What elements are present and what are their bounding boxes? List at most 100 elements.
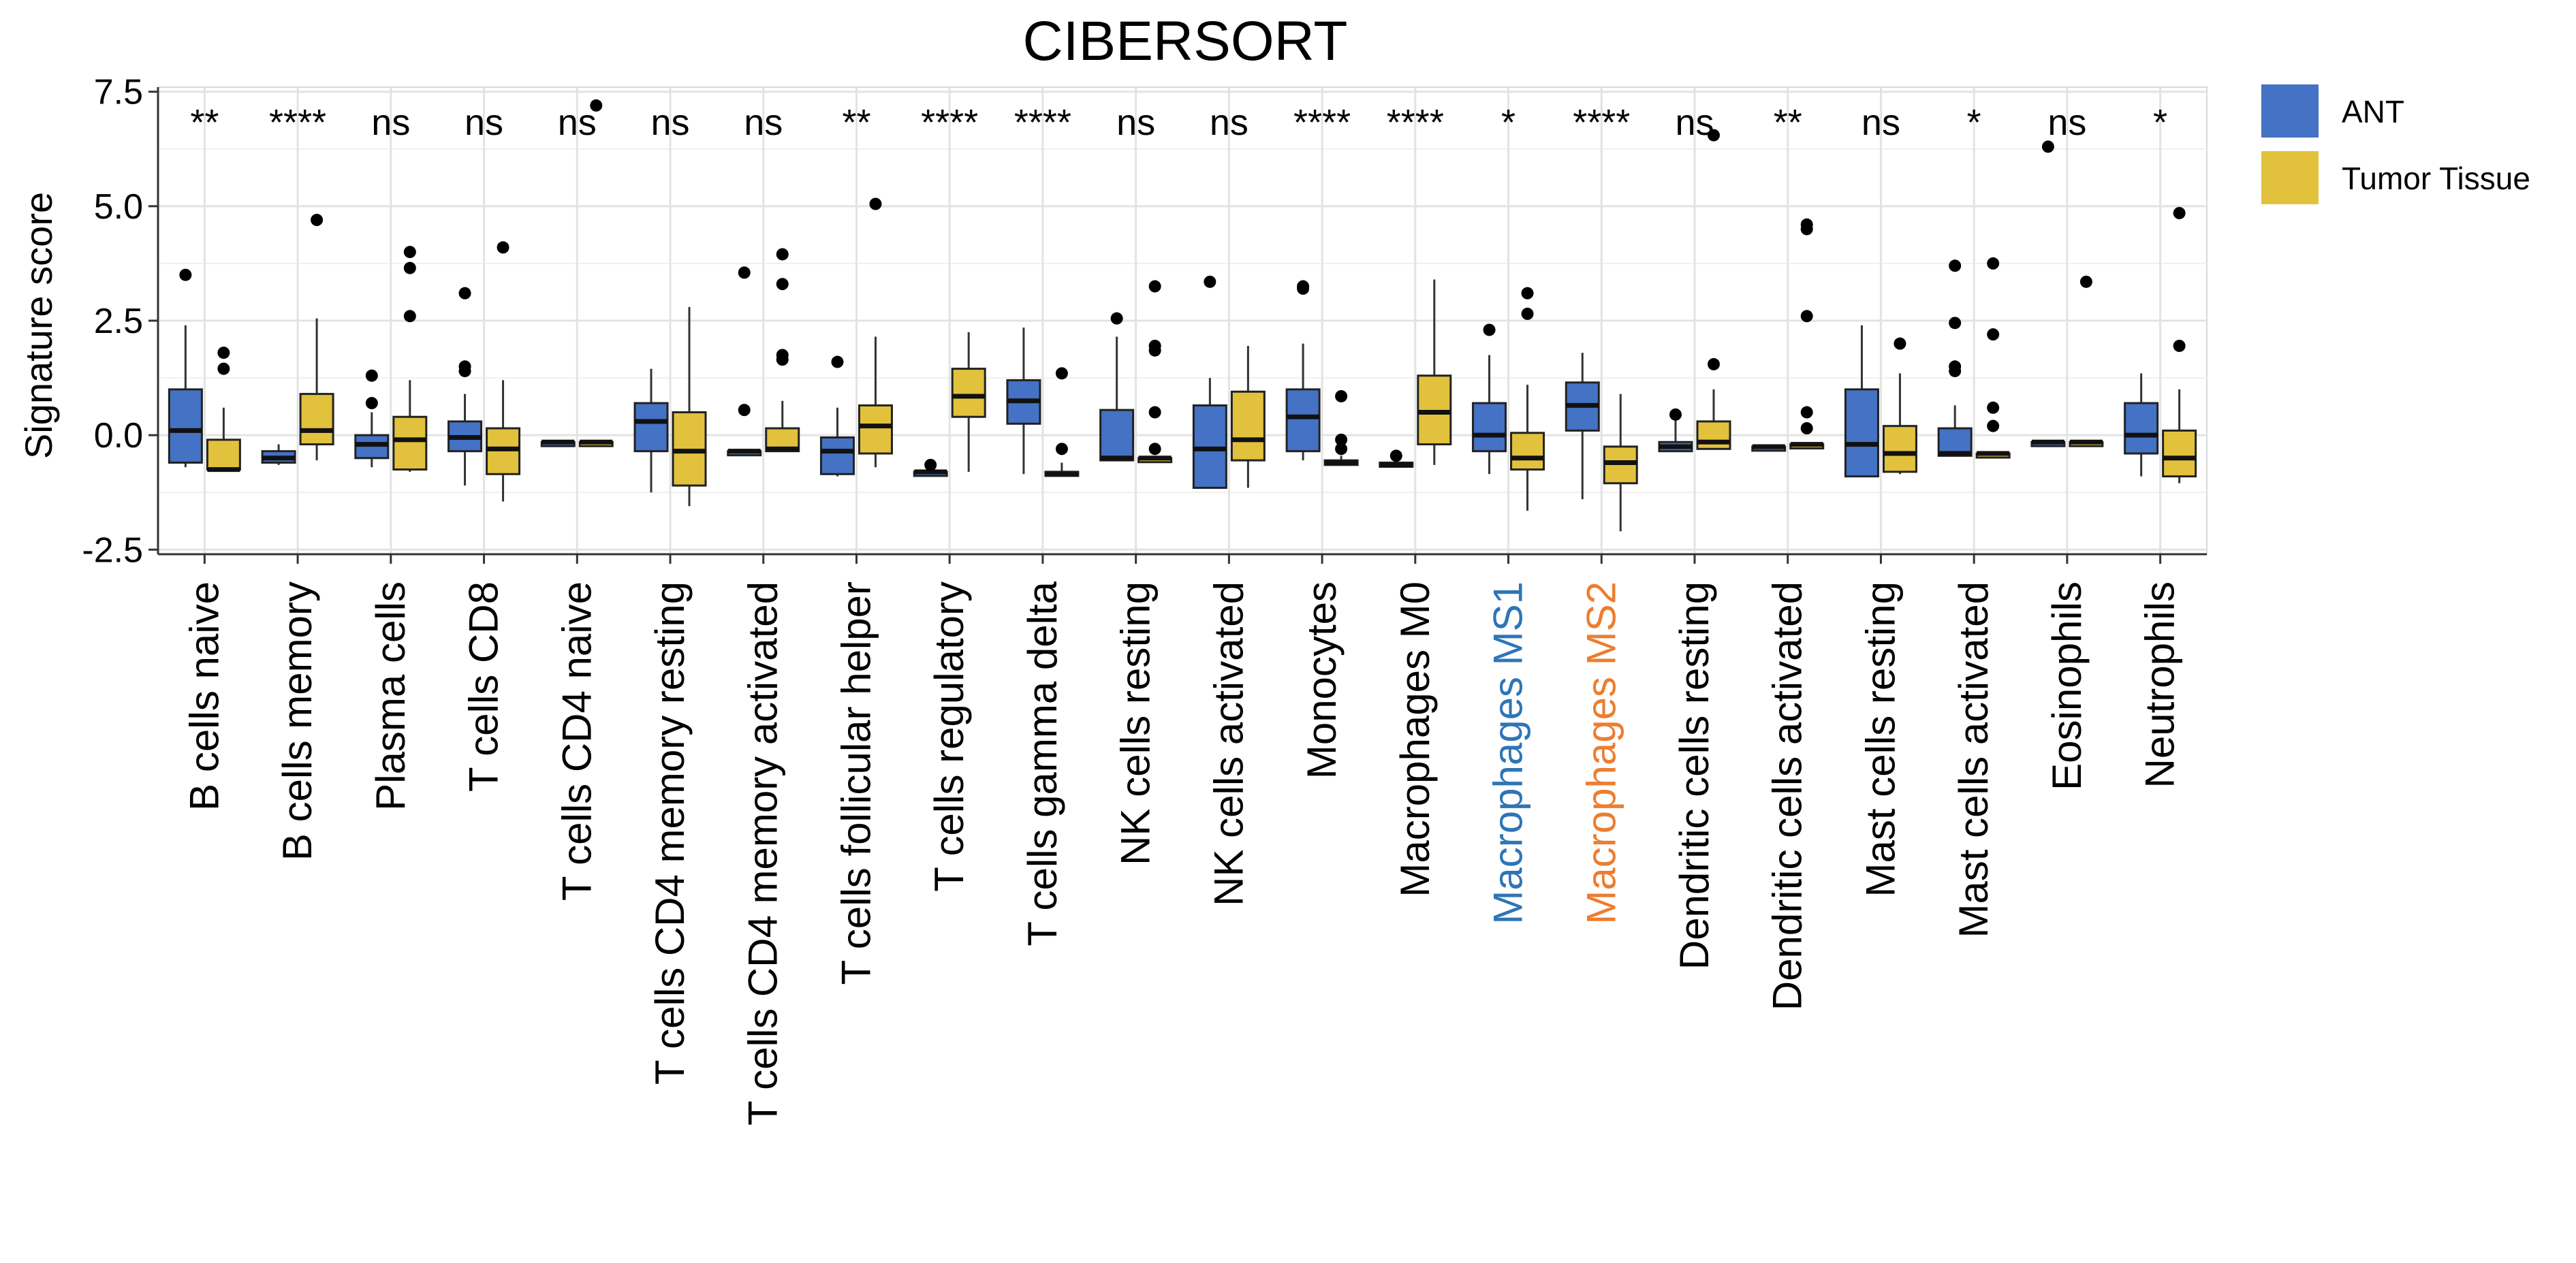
category-label: B cells memory	[274, 581, 320, 861]
ant-box-8-outlier	[831, 355, 844, 368]
tumor-box-11-outlier	[1148, 280, 1161, 293]
significance-label: ****	[1387, 102, 1444, 143]
significance-label: ns	[650, 102, 689, 143]
legend-swatch-tumor	[2261, 151, 2319, 204]
ant-box-22	[2124, 402, 2159, 455]
category-label: T cells CD4 memory resting	[647, 581, 693, 1085]
category-label: T cells gamma delta	[1020, 581, 1065, 946]
category-label: T cells regulatory	[926, 581, 972, 892]
category-label: T cells follicular helper	[833, 581, 879, 985]
tumor-box-3-outlier	[403, 246, 416, 259]
category-label: T cells CD4 memory activated	[740, 581, 786, 1125]
tumor-box-18-outlier	[1800, 422, 1813, 435]
chart-title: CIBERSORT	[1023, 10, 1348, 72]
tumor-box-12	[1230, 390, 1266, 462]
significance-label: ****	[921, 102, 978, 143]
significance-label: *	[1501, 102, 1515, 143]
significance-label: **	[190, 102, 219, 143]
significance-label: ****	[1014, 102, 1071, 143]
ant-box-13	[1285, 388, 1321, 453]
category-label: Plasma cells	[368, 581, 413, 811]
ant-box-4-outlier	[458, 287, 471, 300]
tumor-box-10-outlier	[1055, 367, 1068, 380]
legend-swatch-ant	[2261, 84, 2319, 138]
significance-label: *	[1967, 102, 1981, 143]
tumor-box-11-outlier	[1148, 406, 1161, 419]
tumor-box-13-outlier	[1335, 433, 1348, 446]
tumor-box-9	[951, 368, 986, 418]
category-label: NK cells activated	[1206, 581, 1251, 906]
legend-label: Tumor Tissue	[2342, 161, 2530, 196]
significance-label: **	[1774, 102, 1802, 143]
ant-box-15	[1472, 402, 1507, 453]
significance-label: ns	[2047, 102, 2086, 143]
y-tick-label: 7.5	[94, 73, 143, 112]
category-label: Mast cells activated	[1951, 581, 1996, 938]
tumor-box-15-outlier	[1521, 307, 1534, 320]
tumor-box-11-outlier	[1148, 339, 1161, 352]
plot-area: -2.50.02.55.07.5B cells naive**B cells m…	[82, 73, 2208, 1125]
ant-box-9-outlier	[924, 458, 937, 471]
tumor-box-7-outlier	[776, 278, 789, 291]
tumor-box-13-outlier	[1335, 443, 1348, 455]
y-tick-label: 2.5	[94, 302, 143, 341]
category-label: T cells CD4 naive	[554, 581, 599, 901]
ant-box-3-outlier	[365, 369, 378, 382]
significance-label: ****	[1573, 102, 1630, 143]
category-label: Neutrophils	[2137, 581, 2183, 788]
y-tick-label: -2.5	[82, 530, 143, 570]
ant-box-13-outlier	[1297, 280, 1310, 293]
tumor-box-17	[1696, 420, 1731, 450]
ant-box-19	[1844, 388, 1879, 478]
y-tick-label: 0.0	[94, 416, 143, 455]
tumor-box-21-outlier	[2079, 275, 2092, 288]
ant-box-21-outlier	[2041, 140, 2054, 153]
ant-box-14-outlier	[1389, 449, 1402, 462]
category-label: Monocytes	[1299, 581, 1345, 779]
category-label: Mast cells resting	[1857, 581, 1903, 897]
significance-label: ****	[269, 102, 326, 143]
tumor-box-10-outlier	[1055, 443, 1068, 455]
tumor-box-15	[1510, 432, 1545, 471]
tumor-box-11-outlier	[1148, 443, 1161, 455]
tumor-box-19-outlier	[1894, 337, 1906, 350]
category-label: Macrophages MS2	[1578, 581, 1624, 925]
tumor-box-22-outlier	[2173, 339, 2186, 352]
significance-label: ns	[1210, 102, 1248, 143]
tumor-box-18-outlier	[1800, 310, 1813, 323]
category-label: B cells naive	[181, 581, 227, 811]
y-axis-label: Signature score	[17, 192, 60, 459]
legend: ANT Tumor Tissue	[2261, 84, 2530, 204]
category-label: T cells CD8	[461, 581, 507, 792]
tumor-box-8-outlier	[869, 197, 882, 210]
significance-label: ****	[1293, 102, 1351, 143]
ant-box-20-outlier	[1949, 259, 1962, 272]
tumor-box-20-outlier	[1987, 257, 2000, 270]
tumor-box-18-outlier	[1800, 406, 1813, 419]
legend-label: ANT	[2342, 94, 2404, 129]
tumor-box-5-outlier	[590, 99, 603, 112]
ant-box-20-outlier	[1949, 360, 1962, 373]
significance-label: **	[842, 102, 870, 143]
ant-box-20-outlier	[1949, 317, 1962, 330]
ant-box-1-outlier	[179, 268, 192, 281]
tumor-box-3-outlier	[403, 310, 416, 323]
ant-box-11	[1099, 409, 1135, 462]
tumor-box-2	[299, 393, 334, 446]
tumor-box-2-outlier	[311, 214, 324, 227]
tumor-box-1	[206, 438, 241, 471]
tumor-box-13-outlier	[1335, 389, 1348, 402]
tumor-box-22	[2162, 429, 2197, 478]
tumor-box-4-outlier	[497, 241, 509, 254]
ant-box-17-outlier	[1669, 408, 1682, 421]
tumor-box-7-outlier	[776, 349, 789, 362]
category-label: Dendritic cells resting	[1671, 581, 1717, 970]
ant-box-7-outlier	[738, 404, 751, 417]
significance-label: ns	[1862, 102, 1900, 143]
significance-label: ns	[558, 102, 597, 143]
tumor-box-17-outlier	[1708, 357, 1720, 370]
ant-box-4-outlier	[458, 360, 471, 373]
ant-box-6	[633, 402, 669, 453]
category-label: Eosinophils	[2044, 581, 2090, 790]
